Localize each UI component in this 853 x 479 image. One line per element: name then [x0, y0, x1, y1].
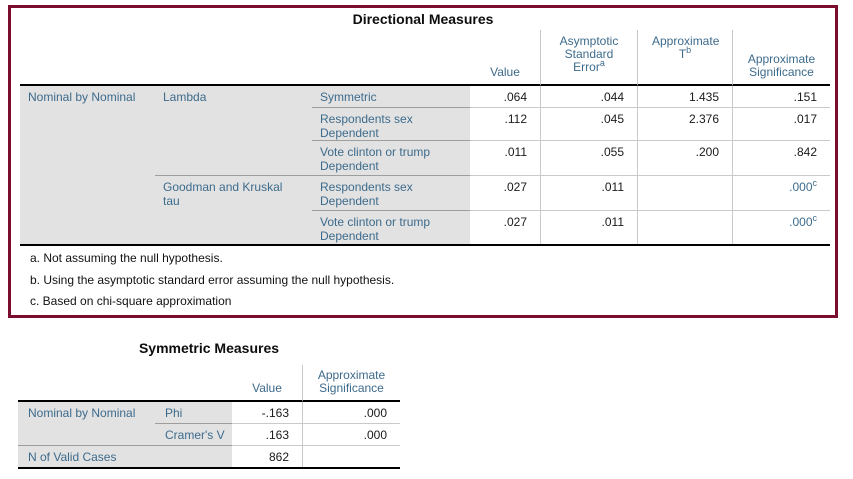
- table-footnotes: a. Not assuming the null hypothesis. b. …: [30, 248, 394, 313]
- header-spacer: [20, 30, 470, 86]
- header-spacer: [18, 365, 232, 402]
- cell-approx-sig: .842: [732, 141, 830, 176]
- cell-value: .027: [503, 215, 527, 229]
- cell-approx-t: [637, 211, 732, 244]
- col-header-value: Value: [470, 30, 540, 86]
- directional-measures-output[interactable]: Directional Measures Value Asymptotic St…: [8, 5, 838, 318]
- row-header-vote-clinton-trump-tau: Vote clinton or trump Dependent: [312, 211, 470, 244]
- cell-approx-sig: .017: [732, 108, 830, 141]
- cell-n-valid-cases: 862: [268, 450, 289, 464]
- col-header-value: Value: [232, 365, 302, 402]
- cell-std-error: .044: [540, 86, 637, 108]
- col-header-approx-t: Approximate Tb: [637, 30, 732, 86]
- cell-std-error: .011: [540, 176, 637, 211]
- cell-approx-sig: .000: [302, 424, 400, 446]
- cell-std-error: .045: [540, 108, 637, 141]
- row-header-nominal-by-nominal: Nominal by Nominal: [20, 86, 155, 244]
- footnote-a: a. Not assuming the null hypothesis.: [30, 251, 223, 265]
- col-header-approx-sig: Approximate Significance: [732, 30, 830, 86]
- cell-approx-sig: .000: [302, 402, 400, 424]
- cell-approx-t: 1.435: [637, 86, 732, 108]
- col-header-approx-sig: Approximate Significance: [302, 365, 400, 402]
- cell-approx-t: 2.376: [637, 108, 732, 141]
- cell-empty: [302, 446, 400, 467]
- cell-value: .027: [470, 176, 540, 211]
- cell-value: .112: [470, 108, 540, 141]
- col-header-std-error: Asymptotic Standard Errora: [540, 30, 637, 86]
- footnote-b: b. Using the asymptotic standard error a…: [30, 272, 395, 287]
- cell-approx-sig: .000c: [732, 211, 830, 244]
- cell-value: -.163: [232, 402, 302, 424]
- cell-approx-sig: .151: [732, 86, 830, 108]
- cell-approx-sig: .000c: [732, 176, 830, 211]
- row-header-phi: Phi: [155, 402, 232, 424]
- row-header-respondents-sex-tau: Respondents sex Dependent: [312, 176, 470, 211]
- symmetric-measures-output[interactable]: Symmetric Measures Value Approximate Sig…: [18, 338, 400, 475]
- table-title-symmetric: Symmetric Measures: [138, 340, 280, 356]
- footnote-c: c. Based on chi-square approximation: [30, 294, 232, 308]
- row-header-respondents-sex: Respondents sex Dependent: [312, 108, 470, 141]
- cell-approx-t: [637, 176, 732, 211]
- row-header-lambda: Lambda: [155, 86, 312, 176]
- cell-value: .011: [470, 141, 540, 176]
- symmetric-measures-table: Value Approximate Significance Nominal b…: [18, 365, 400, 469]
- row-header-nominal-by-nominal: Nominal by Nominal: [18, 402, 155, 446]
- cell-std-error: .011: [540, 211, 637, 244]
- row-header-cramers-v: Cramer's V: [155, 424, 232, 446]
- cell-std-error: .055: [540, 141, 637, 176]
- row-header-n-valid-cases: N of Valid Cases: [18, 446, 232, 467]
- row-header-symmetric: Symmetric: [312, 86, 470, 108]
- row-header-goodman-kruskal-tau: Goodman and Kruskal tau: [155, 176, 312, 244]
- row-header-vote-clinton-trump: Vote clinton or trump Dependent: [312, 141, 470, 176]
- cell-value: .163: [232, 424, 302, 446]
- directional-measures-table: Value Asymptotic Standard Errora Approxi…: [20, 30, 830, 246]
- table-title-directional: Directional Measures: [352, 11, 494, 27]
- cell-value: .064: [470, 86, 540, 108]
- cell-approx-t: .200: [637, 141, 732, 176]
